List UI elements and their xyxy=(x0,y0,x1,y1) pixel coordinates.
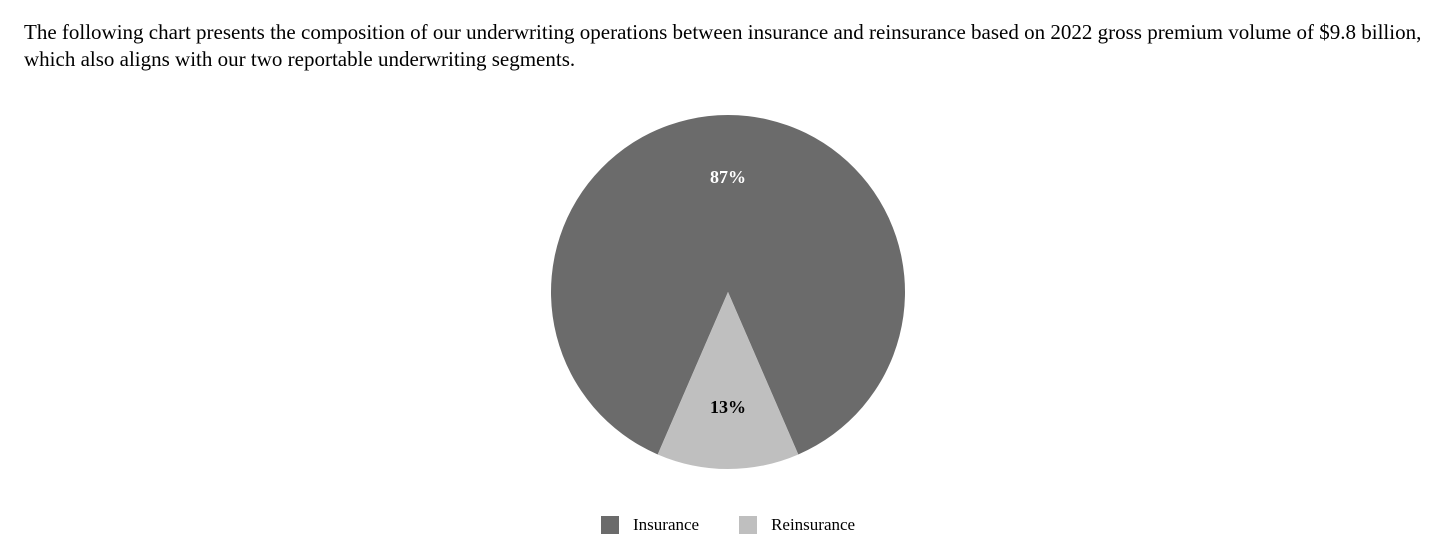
data-label-reinsurance: 13% xyxy=(710,397,746,417)
legend-swatch-insurance xyxy=(601,516,619,534)
data-label-insurance: 87% xyxy=(710,167,746,187)
pie-slices xyxy=(551,115,905,469)
legend-swatch-reinsurance xyxy=(739,516,758,534)
chart-legend: Insurance Reinsurance xyxy=(601,515,895,535)
legend-item-insurance: Insurance xyxy=(601,515,699,535)
legend-item-reinsurance: Reinsurance xyxy=(739,515,855,535)
legend-label-reinsurance: Reinsurance xyxy=(771,515,856,534)
intro-paragraph: The following chart presents the composi… xyxy=(24,20,1422,71)
pie-data-labels: 87% 13% xyxy=(710,167,746,417)
pie-slice-insurance xyxy=(551,115,905,455)
legend-label-insurance: Insurance xyxy=(633,515,700,534)
pie-slice-reinsurance xyxy=(657,292,799,469)
